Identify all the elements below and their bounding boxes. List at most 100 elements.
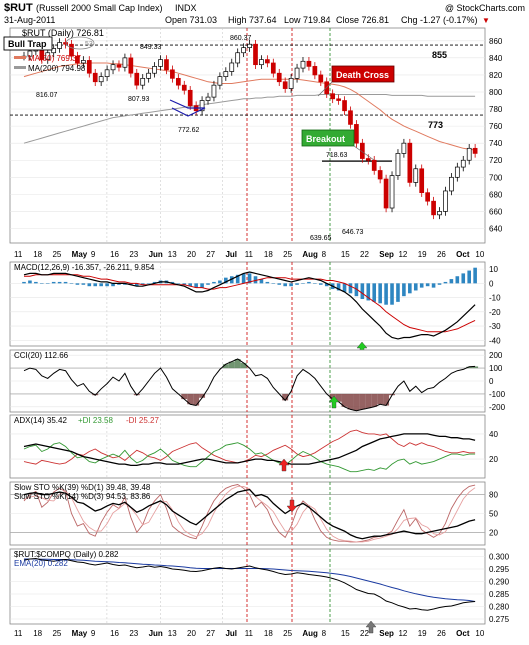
candle-body	[306, 60, 312, 67]
macd-histogram-bar	[247, 273, 252, 284]
macd-histogram-bar	[117, 283, 121, 285]
macd-histogram-bar	[283, 283, 287, 287]
price-y-tick: 780	[489, 105, 503, 114]
candle-body	[86, 60, 92, 74]
price-x-tick: 13	[168, 250, 177, 259]
cci-y-tick: -200	[489, 403, 506, 412]
candle-body	[110, 64, 116, 71]
candle-body	[229, 62, 235, 72]
macd-histogram-bar	[253, 276, 258, 284]
macd-histogram-bar	[313, 283, 317, 284]
change-value: Chg -1.27 (-0.17%)	[401, 15, 478, 25]
price-x-tick: 10	[475, 250, 484, 259]
macd-histogram-bar	[384, 283, 388, 305]
bull-trap-circle	[65, 36, 95, 50]
macd-histogram-bar	[307, 281, 311, 284]
candle-body	[175, 77, 181, 86]
low-value: Low 719.84	[284, 15, 331, 25]
bottom-x-tick: 18	[264, 629, 273, 638]
death-cross-box	[331, 65, 395, 83]
cci-fill-positive	[240, 362, 247, 369]
macd-histogram-bar	[194, 283, 198, 288]
macd-line	[23, 271, 476, 340]
ratio-legend: $RUT:$COMPQ (Daily) 0.282	[14, 550, 119, 559]
symbol-title: $RUT	[4, 2, 33, 14]
bottom-x-tick: Jul	[225, 629, 237, 638]
macd-histogram-bar	[390, 283, 394, 305]
price-x-tick: Aug	[302, 250, 318, 259]
macd-histogram-bar	[93, 283, 98, 287]
macd-histogram-bar	[123, 283, 127, 285]
candle-body	[437, 211, 442, 216]
macd-signal-line	[24, 274, 476, 333]
cci-fill-negative	[181, 393, 188, 400]
price-x-tick: 27	[206, 250, 215, 259]
breakout-pointer	[353, 145, 375, 161]
candle-body	[63, 42, 68, 45]
stoch-down-arrow	[286, 499, 298, 513]
bull-trap-value: 53	[85, 41, 93, 48]
candle-body	[122, 57, 128, 68]
candle-body	[81, 60, 86, 64]
candle-body	[140, 77, 146, 86]
price-x-tick: 19	[418, 250, 427, 259]
macd-y-tick: -40	[489, 336, 501, 345]
candle-body	[247, 43, 252, 48]
ma50-legend: MA(50) 769.37	[28, 54, 81, 63]
bottom-x-tick: 27	[206, 629, 215, 638]
cci-y-tick: 0	[489, 377, 494, 386]
macd-histogram-bar	[87, 283, 92, 287]
candle-body	[466, 147, 472, 161]
adx-y-tick: 40	[489, 430, 498, 439]
macd-histogram-bar	[206, 283, 210, 285]
price-x-tick: Sep	[379, 250, 394, 259]
ratio-y-tick: 0.280	[489, 603, 510, 612]
price-x-tick: 8	[322, 250, 327, 259]
macd-histogram-bar	[449, 279, 454, 284]
macd-histogram-bar	[437, 283, 442, 285]
ma50-legend-swatch	[14, 56, 26, 59]
macd-histogram-bar	[372, 283, 377, 302]
price-x-tick: 9	[91, 250, 96, 259]
candle-body	[431, 200, 436, 216]
price-x-tick: 25	[52, 250, 61, 259]
macd-histogram-bar	[129, 283, 133, 285]
candle-body	[300, 60, 306, 69]
macd-y-tick: -20	[489, 308, 501, 317]
stoch-y-tick: 20	[489, 528, 498, 537]
macd-histogram-bar	[354, 283, 359, 297]
macd-histogram-bar	[224, 277, 228, 284]
stoch14-d-line	[23, 485, 476, 543]
bull-trap-label: Bull Trap	[8, 39, 47, 49]
bottom-x-tick: 26	[437, 629, 446, 638]
cci-fill-negative	[383, 393, 390, 406]
price-x-tick: May	[72, 250, 88, 259]
price-x-tick: 11	[14, 250, 23, 259]
price-x-tick: Jul	[225, 250, 237, 259]
ma200-line	[23, 94, 476, 144]
cci-fill-negative	[353, 393, 360, 411]
price-annotation: 772.62	[178, 127, 200, 134]
candle-body	[342, 100, 347, 112]
ratio-y-tick: 0.285	[489, 590, 510, 599]
price-annotation: 816.07	[36, 92, 58, 99]
candle-body	[371, 159, 377, 171]
candle-body	[270, 62, 276, 74]
candle-body	[330, 93, 336, 100]
price-y-tick: 840	[489, 54, 503, 63]
price-legend: $RUT (Daily) 726.81	[22, 28, 104, 38]
macd-histogram-bar	[443, 281, 448, 284]
macd-histogram-bar	[277, 283, 282, 285]
cci-fill-negative	[347, 393, 354, 410]
bottom-x-tick: 11	[14, 629, 23, 638]
macd-histogram-bar	[176, 283, 181, 284]
cci-fill-negative	[365, 393, 372, 409]
macd-histogram-bar	[402, 283, 406, 297]
minus-di-legend: -DI 25.27	[126, 416, 159, 425]
macd-y-tick: -30	[489, 322, 501, 331]
candle-body	[288, 77, 294, 89]
stoch39-line	[23, 488, 476, 540]
candle-body	[407, 142, 413, 183]
candle-body	[318, 74, 324, 83]
price-y-tick: 740	[489, 139, 503, 148]
